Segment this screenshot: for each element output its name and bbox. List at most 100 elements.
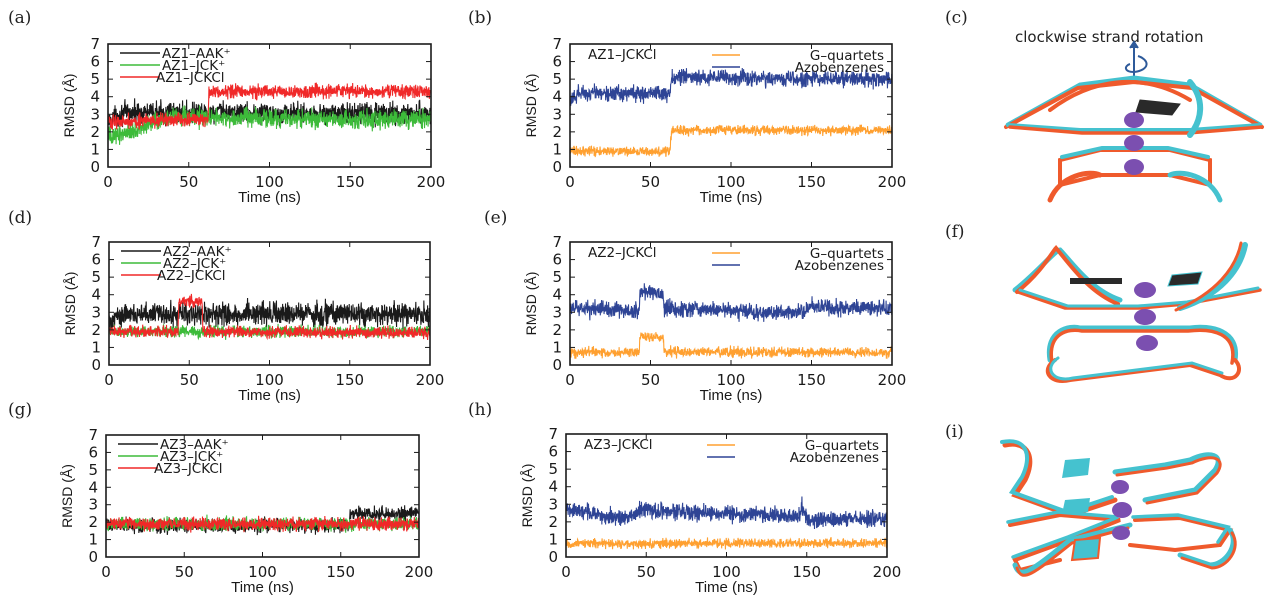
series-line-g_quartets [566,537,887,550]
x-axis-title: Time (ns) [700,189,763,206]
series-line-g_quartets [570,123,892,158]
y-tick-label: 6 [90,53,100,71]
panel-label-a: (a) [8,8,32,28]
series-line-JCKCl [108,82,431,131]
legend-title: AZ3–JCKCl [584,437,653,453]
y-axis-title: RMSD (Å) [59,464,75,528]
legend-label: AZ2–JCK⁺ [163,256,226,272]
y-tick-label: 0 [88,548,98,566]
y-tick-label: 4 [90,88,100,106]
y-axis-title: RMSD (Å) [519,464,535,528]
y-tick-label: 7 [548,425,558,443]
y-tick-label: 0 [90,158,100,176]
x-tick-label: 100 [717,371,746,389]
y-tick-label: 2 [90,123,100,141]
series-group [108,82,431,145]
x-tick-label: 0 [103,173,113,191]
x-tick-label: 50 [179,173,198,191]
panel-label-h: (h) [468,400,493,420]
x-tick-label: 150 [326,563,355,581]
x-tick-label: 200 [416,371,445,389]
series-line-azobenzenes [566,496,887,529]
series-group [570,68,892,158]
x-axis-title: Time (ns) [700,387,763,404]
y-tick-label: 3 [552,105,562,123]
y-tick-label: 4 [552,286,562,304]
y-tick-label: 3 [88,496,98,514]
strand-model-c [1004,75,1264,203]
x-tick-label: 0 [104,371,114,389]
x-tick-label: 200 [878,173,907,191]
y-tick-label: 0 [548,548,558,566]
x-tick-label: 50 [641,173,660,191]
series-group [106,505,419,536]
y-tick-label: 7 [552,233,562,251]
x-tick-label: 0 [565,371,575,389]
y-tick-label: 0 [91,356,101,374]
series-line-azobenzenes [570,68,892,107]
y-axis-title: RMSD (Å) [523,272,539,336]
y-tick-label: 7 [90,35,100,53]
y-tick-label: 3 [90,105,100,123]
y-tick-label: 5 [552,268,562,286]
y-tick-label: 6 [548,443,558,461]
x-tick-label: 0 [561,563,571,581]
legend-label: G–quartets [805,438,879,454]
panel-label-i: (i) [945,422,964,442]
ion-spheres [1134,282,1158,351]
y-tick-label: 0 [552,356,562,374]
series-line-g_quartets [570,331,892,360]
x-tick-label: 100 [255,173,284,191]
x-axis-title: Time (ns) [238,189,301,206]
y-tick-label: 6 [552,251,562,269]
ion-spheres [1111,480,1132,540]
x-axis-title: Time (ns) [231,579,294,596]
y-tick-label: 1 [91,338,101,356]
y-tick-label: 4 [88,478,98,496]
x-tick-label: 150 [792,563,821,581]
legend-label: AZ3–JCKCl [154,461,223,477]
y-tick-label: 1 [552,140,562,158]
x-tick-label: 100 [712,563,741,581]
y-tick-label: 4 [91,286,101,304]
rotation-caption: clockwise strand rotation [1015,28,1204,46]
y-axis-title: RMSD (Å) [61,74,77,138]
y-tick-label: 6 [552,53,562,71]
strand-model-i [1000,439,1237,577]
panel-label-f: (f) [945,222,965,242]
y-tick-label: 1 [552,338,562,356]
panel-label-b: (b) [468,8,493,28]
y-tick-label: 7 [552,35,562,53]
y-axis-title: RMSD (Å) [523,74,539,138]
x-tick-label: 0 [101,563,111,581]
y-tick-label: 7 [91,233,101,251]
y-tick-label: 2 [552,321,562,339]
x-tick-label: 50 [641,371,660,389]
series-group [570,283,892,360]
legend-label: AZ3–JCK⁺ [160,449,223,465]
legend-label: Azobenzenes [795,60,884,76]
series-line-azobenzenes [570,283,892,322]
legend-label: AZ2–JCKCl [157,268,226,284]
series-line-AAK [109,297,430,334]
x-axis-title: Time (ns) [695,579,758,596]
y-tick-label: 0 [552,158,562,176]
x-tick-label: 200 [873,563,902,581]
y-tick-label: 2 [548,513,558,531]
y-tick-label: 4 [552,88,562,106]
y-tick-label: 5 [88,461,98,479]
y-tick-label: 4 [548,478,558,496]
series-group [109,293,430,341]
series-line-JCKCl [106,515,419,533]
x-axis-title: Time (ns) [238,387,301,404]
legend-label: AZ1–AAK⁺ [162,46,231,62]
legend-label: Azobenzenes [790,450,879,466]
y-tick-label: 5 [552,70,562,88]
panel-label-g: (g) [8,400,33,420]
y-tick-label: 2 [552,123,562,141]
x-tick-label: 100 [255,371,284,389]
y-tick-label: 1 [88,531,98,549]
y-axis-title: RMSD (Å) [62,272,78,336]
